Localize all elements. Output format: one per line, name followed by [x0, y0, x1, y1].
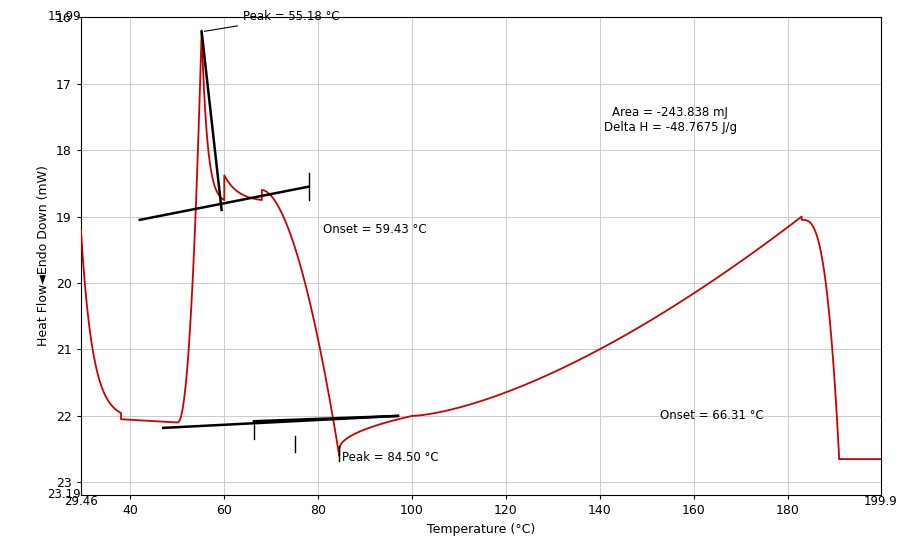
Text: Onset = 66.31 °C: Onset = 66.31 °C	[661, 409, 764, 422]
X-axis label: Temperature (°C): Temperature (°C)	[427, 522, 535, 536]
Text: Peak = 55.18 °C: Peak = 55.18 °C	[204, 10, 340, 31]
Text: 23.19: 23.19	[48, 488, 81, 502]
Text: Peak = 84.50 °C: Peak = 84.50 °C	[342, 451, 438, 464]
Text: 15.99: 15.99	[48, 10, 81, 23]
Text: 199.9: 199.9	[864, 495, 898, 508]
Text: 29.46: 29.46	[64, 495, 98, 508]
Text: Onset = 59.43 °C: Onset = 59.43 °C	[323, 223, 426, 236]
Y-axis label: Heat Flow◄Endo Down (mW): Heat Flow◄Endo Down (mW)	[38, 166, 50, 346]
Text: Area = -243.838 mJ
Delta H = -48.7675 J/g: Area = -243.838 mJ Delta H = -48.7675 J/…	[604, 106, 737, 134]
